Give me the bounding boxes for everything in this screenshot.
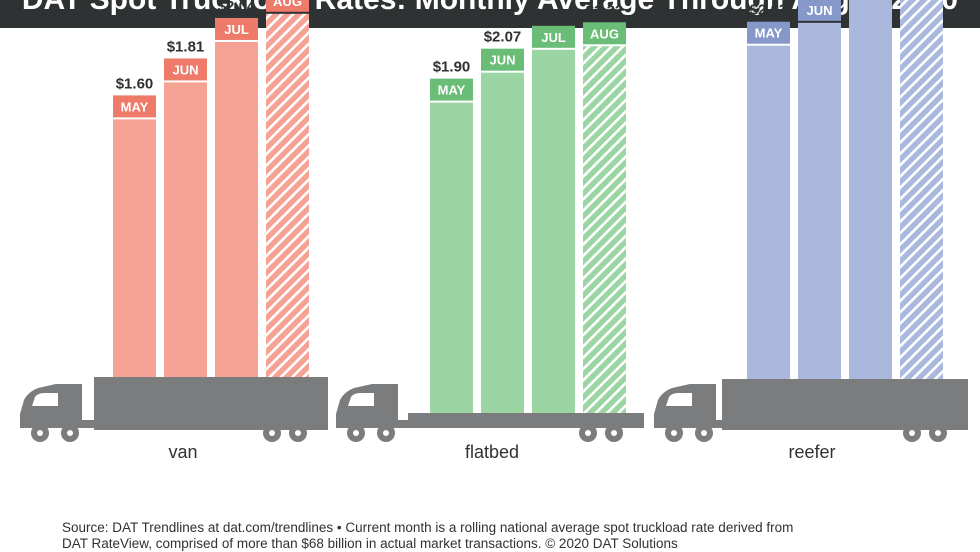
month-tag-bg	[430, 78, 473, 101]
truck-hitch	[712, 420, 722, 428]
truck-hubcap	[383, 430, 389, 436]
van-bar-aug	[266, 13, 309, 378]
group-flatbed: MAY $1.90 JUN $2.07 JUL $2.20 AUG $2.22 flatbed	[336, 2, 644, 462]
month-tag-bg	[481, 48, 524, 71]
month-tag: MAY	[121, 99, 149, 114]
flatbed-bar-aug	[583, 46, 626, 413]
month-tag-bg	[215, 17, 258, 40]
month-tag-bg	[532, 25, 575, 48]
truck-hubcap	[37, 430, 43, 436]
value-label: $2.22	[586, 2, 624, 19]
truck-hubcap	[353, 430, 359, 436]
category-label: van	[168, 442, 197, 462]
truck-hubcap	[295, 430, 301, 436]
month-tag-bg	[583, 22, 626, 45]
footnote-line-2: DAT RateView, comprised of more than $68…	[62, 536, 678, 551]
month-tag: JUL	[224, 22, 249, 37]
value-label: $1.60	[116, 75, 154, 92]
truck-trailer	[722, 379, 968, 430]
source-footnote: Source: DAT Trendlines at dat.com/trendl…	[62, 520, 962, 552]
truck-window	[348, 393, 374, 406]
month-tag-bg	[113, 95, 156, 118]
truck-trailer	[94, 377, 328, 430]
reefer-bar-may	[747, 45, 790, 379]
chart-title: DAT Spot Truckload Rates: Monthly Averag…	[0, 0, 980, 17]
reefer-bar-aug	[900, 0, 943, 380]
flatbed-bar-jun	[481, 72, 524, 414]
chart-area: MAY $1.60 JUN $1.81 JUL $2.04 AUG $2.20 van MAY $1…	[20, 0, 968, 462]
month-tag: AUG	[590, 26, 619, 41]
month-tag-bg	[266, 0, 309, 12]
truck-hubcap	[701, 430, 707, 436]
van-bar-may	[113, 119, 156, 378]
truck-hubcap	[909, 430, 915, 436]
reefer-truck-icon	[654, 379, 968, 442]
van-bar-jul	[215, 41, 258, 378]
month-tag-bg	[798, 0, 841, 21]
truck-hubcap	[269, 430, 275, 436]
truck-hitch	[78, 420, 94, 428]
month-tag: JUN	[172, 62, 198, 77]
month-tag: JUL	[541, 30, 566, 45]
month-tag: MAY	[438, 83, 466, 98]
value-label: $2.03	[750, 2, 788, 19]
flatbed-bar-may	[430, 102, 473, 413]
truck-hubcap	[671, 430, 677, 436]
reefer-bar-jul	[849, 0, 892, 379]
truck-hubcap	[611, 430, 617, 436]
value-label: $2.20	[535, 6, 573, 23]
truck-window	[32, 393, 58, 406]
truck-hubcap	[67, 430, 73, 436]
flatbed-bar-jul	[532, 49, 575, 414]
reefer-bar-jun	[798, 22, 841, 380]
month-tag-bg	[747, 21, 790, 44]
truck-hitch	[394, 420, 408, 428]
month-tag: AUG	[273, 0, 302, 9]
van-truck-icon	[20, 377, 328, 442]
month-tag: JUN	[806, 3, 832, 18]
value-label: $1.81	[167, 38, 205, 55]
category-label: flatbed	[465, 442, 519, 462]
truck-flatbed-deck	[408, 413, 644, 428]
footnote-line-1: Source: DAT Trendlines at dat.com/trendl…	[62, 520, 794, 535]
value-label: $2.07	[484, 29, 522, 46]
value-label: $1.90	[433, 59, 471, 76]
month-tag: JUN	[489, 53, 515, 68]
truck-hubcap	[935, 430, 941, 436]
month-tag: MAY	[755, 26, 783, 41]
van-bar-jun	[164, 82, 207, 377]
truck-window	[666, 393, 692, 406]
month-tag-bg	[164, 58, 207, 81]
value-label: $2.04	[218, 0, 256, 15]
truck-hubcap	[585, 430, 591, 436]
flatbed-truck-icon	[336, 384, 644, 442]
category-label: reefer	[788, 442, 835, 462]
